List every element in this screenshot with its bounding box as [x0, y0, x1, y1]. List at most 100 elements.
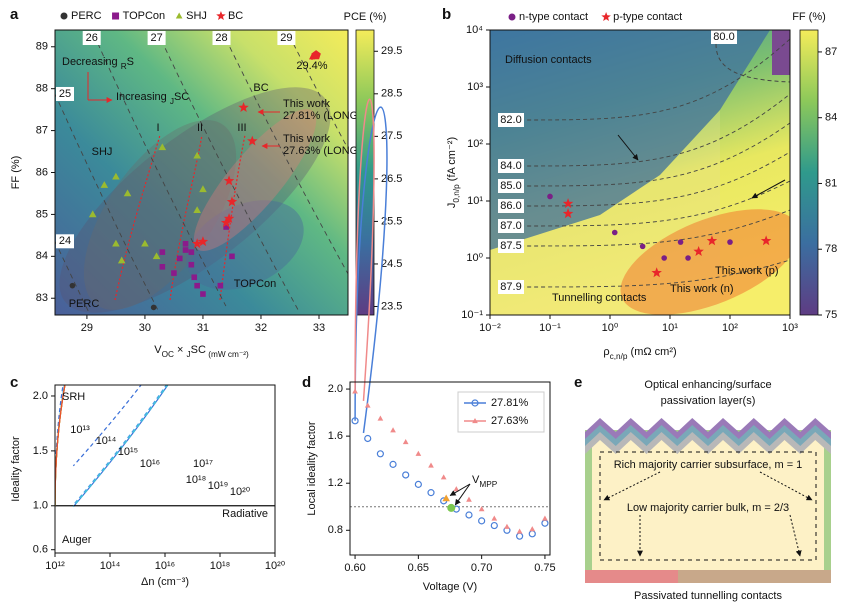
- x-tick-label: 10⁻²: [479, 322, 501, 334]
- contour-label-box: [82, 31, 101, 45]
- contour-label-box: [498, 219, 524, 233]
- legend-label: n-type contact: [519, 11, 588, 23]
- data-point: [562, 208, 574, 219]
- data-point: [191, 238, 203, 249]
- x-tick-label: 33: [313, 322, 325, 334]
- y-tick-label: 2.0: [33, 390, 48, 402]
- series-label: 10¹⁸: [186, 474, 207, 486]
- data-point: [158, 143, 167, 151]
- data-point: [727, 239, 733, 245]
- data-point: [491, 515, 498, 521]
- contour-line: [715, 43, 790, 83]
- data-point: [238, 102, 249, 112]
- line: [354, 106, 388, 434]
- contour-label-box: [147, 31, 166, 45]
- text-part: OC: [162, 350, 174, 359]
- data-point: [364, 402, 371, 408]
- data-point: [200, 291, 206, 297]
- text-part: SC: [191, 344, 206, 356]
- legend-label: BC: [228, 10, 243, 22]
- x-tick-label: 0.65: [408, 562, 429, 574]
- x-tick-label: 10¹²: [45, 560, 65, 572]
- data-point: [529, 526, 536, 532]
- x-tick-label: 10¹: [662, 322, 678, 334]
- contour-line: [288, 35, 348, 149]
- colorbar-tick-label: 23.5: [381, 300, 402, 312]
- annotation: I: [156, 122, 159, 134]
- y-tick-label: 1.6: [328, 430, 343, 442]
- y-tick-label: 1.0: [33, 500, 48, 512]
- data-point: [351, 417, 359, 425]
- annotation: Radiative: [222, 508, 268, 520]
- data-point: [428, 462, 434, 468]
- series-label: 10¹⁵: [118, 446, 138, 458]
- annotation: VMPP: [472, 474, 498, 489]
- contact-p: [678, 570, 831, 583]
- x-tick-label: 10²⁰: [265, 560, 286, 572]
- data-point: [112, 239, 120, 247]
- x-axis-label: Δn (cm⁻³): [141, 576, 189, 588]
- y-tick-label: 89: [36, 41, 48, 53]
- data-point: [661, 255, 667, 261]
- x-tick-label: 10¹⁴: [100, 560, 121, 572]
- data-point: [69, 282, 76, 289]
- data-point: [685, 255, 691, 261]
- x-tick-label: 0.60: [344, 562, 365, 574]
- passivation-layer: [585, 418, 831, 440]
- colorbar-tick-label: 78: [825, 243, 837, 255]
- trend-line: [169, 134, 203, 301]
- contour-label-box: [498, 113, 524, 127]
- data-point: [389, 460, 397, 468]
- contour-line: [55, 241, 90, 314]
- y-tick-label: 87: [36, 124, 48, 136]
- contour-label: 24: [59, 235, 71, 247]
- data-point: [376, 450, 384, 458]
- annotation: This work (p): [715, 265, 779, 277]
- contour-label-box: [56, 234, 74, 249]
- y-axis-label: Ideality factor: [10, 436, 22, 502]
- data-point: [490, 521, 498, 530]
- data-point: [390, 427, 396, 433]
- data-point: [377, 415, 384, 421]
- data-point: [159, 264, 166, 270]
- contour-label-box: [498, 199, 524, 213]
- colorbar-tick-label: 24.5: [381, 258, 402, 270]
- arrow: [751, 179, 786, 199]
- data-point: [171, 270, 177, 276]
- x-tick-label: 30: [139, 322, 151, 334]
- plot-frame: [349, 381, 551, 556]
- data-point: [159, 249, 166, 255]
- annotation: Diffusion contacts: [505, 54, 592, 66]
- y-axis-label: FF (%): [10, 156, 22, 190]
- plot-area: 80.0 82.0 84.0 85.0 86.0 87.0 87.5 87.9: [490, 30, 790, 315]
- contour-label: 27: [150, 32, 162, 44]
- data-point: [150, 304, 157, 311]
- bulk: [592, 440, 824, 570]
- data-point: [112, 172, 120, 180]
- series-label: 10²⁰: [230, 486, 251, 498]
- diagram-title: passivation layer(s): [661, 395, 756, 407]
- x-tick-label: 10⁰: [602, 322, 619, 334]
- region: [186, 200, 304, 290]
- diagram-label: Low majority carrier bulk, m = 2/3: [627, 502, 789, 514]
- data-point: [611, 229, 618, 236]
- legend-label: 27.63%: [491, 415, 529, 427]
- y-tick-label: 10¹: [467, 195, 483, 207]
- x-tick-label: 10³: [782, 322, 798, 334]
- contour-line: [519, 38, 790, 121]
- data-point: [188, 261, 195, 268]
- x-tick-label: 10¹⁶: [155, 560, 175, 572]
- passivation-layer: [585, 425, 831, 447]
- y-tick-label: 1.5: [33, 445, 48, 457]
- contour-label: 85.0: [500, 180, 521, 192]
- data-point: [453, 486, 460, 492]
- legend-marker: [472, 418, 478, 424]
- colorbar: [799, 29, 819, 316]
- y-tick-label: 10⁰: [466, 252, 483, 264]
- data-point: [197, 236, 209, 247]
- contour-label: 87.5: [500, 240, 521, 252]
- contour-line: [157, 31, 300, 313]
- data-point: [562, 198, 574, 209]
- annotation: SRH: [62, 391, 85, 403]
- text-part: Increasing: [116, 91, 170, 103]
